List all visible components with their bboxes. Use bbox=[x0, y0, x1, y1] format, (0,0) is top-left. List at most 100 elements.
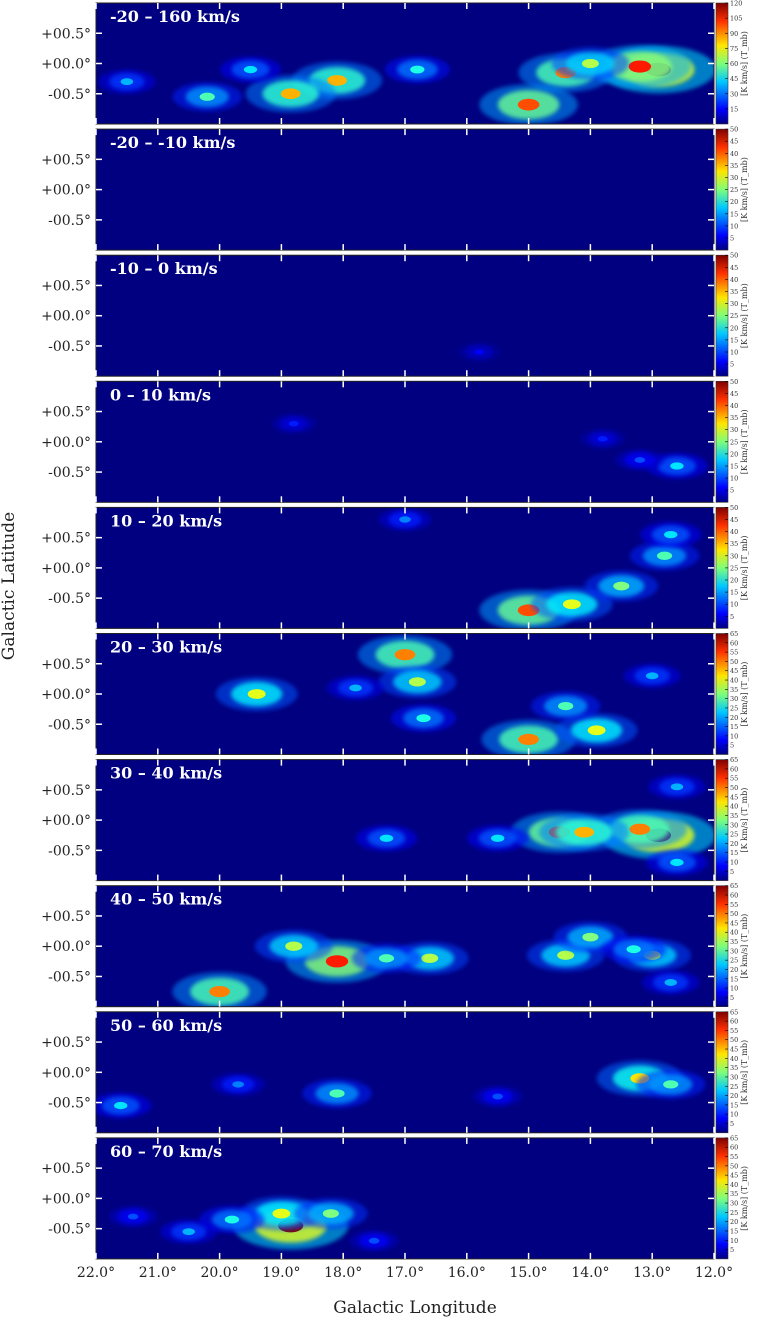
colorbar-tick-label: 40 bbox=[730, 402, 738, 410]
colorbar-tick-label: 40 bbox=[730, 803, 738, 811]
colorbar-label: [K km/s] (T_mb) bbox=[740, 283, 749, 348]
colorbar-tick-label: 50 bbox=[730, 910, 738, 918]
emission-peak bbox=[629, 823, 651, 835]
colorbar-tick-label: 55 bbox=[730, 1153, 738, 1161]
colorbar-tick-label: 45 bbox=[730, 1172, 738, 1180]
colorbar-label: [K km/s] (T_mb) bbox=[740, 157, 749, 222]
colorbar-tick-label: 60 bbox=[730, 1144, 738, 1152]
y-tick-label: -00.5° bbox=[48, 213, 91, 229]
velocity-range-label: 10 – 20 km/s bbox=[110, 511, 222, 530]
emission-peak bbox=[325, 955, 349, 968]
colorbar-gradient bbox=[715, 633, 729, 755]
colorbar-tick-label: 5 bbox=[730, 235, 734, 243]
colorbar-tick-label: 55 bbox=[730, 1027, 738, 1035]
emission-peak bbox=[663, 1080, 679, 1089]
y-tick-label: -00.5° bbox=[48, 969, 91, 985]
channel-panel: +00.5° +00.0° -00.5° -10 – 0 km/s 5 10 15 20 25 3… bbox=[41, 252, 749, 377]
emission-peak bbox=[408, 677, 426, 687]
y-tick-label: +00.0° bbox=[41, 939, 91, 955]
emission-peak bbox=[517, 98, 540, 111]
colorbar-tick-label: 15 bbox=[730, 723, 738, 731]
colorbar-label: [K km/s] (T_mb) bbox=[740, 662, 749, 727]
emission-peak bbox=[127, 1213, 139, 1220]
colorbar-tick-label: 50 bbox=[730, 1036, 738, 1044]
x-tick-label: 15.0° bbox=[510, 1265, 548, 1281]
colorbar-tick-label: 35 bbox=[730, 1064, 738, 1072]
emission-peak bbox=[656, 551, 673, 560]
colorbar-tick-label: 10 bbox=[730, 1111, 738, 1119]
x-tick-label: 12.0° bbox=[695, 1265, 733, 1281]
colorbar-tick-label: 15 bbox=[730, 589, 738, 597]
y-tick-label: +00.0° bbox=[41, 687, 91, 703]
colorbar-tick-label: 45 bbox=[730, 516, 738, 524]
emission-peak bbox=[288, 420, 299, 427]
velocity-range-label: 60 – 70 km/s bbox=[110, 1142, 222, 1161]
colorbar-tick-label: 30 bbox=[730, 552, 738, 560]
colorbar-tick-label: 20 bbox=[730, 966, 738, 974]
colorbar-tick-label: 5 bbox=[730, 994, 734, 1002]
colorbar-tick-label: 15 bbox=[730, 849, 738, 857]
colorbar-label: [K km/s] (T_mb) bbox=[740, 31, 749, 96]
colorbar-tick-label: 25 bbox=[730, 438, 738, 446]
emission-peak bbox=[597, 436, 608, 442]
emission-peak bbox=[322, 1209, 339, 1218]
velocity-range-label: 0 – 10 km/s bbox=[110, 385, 211, 404]
velocity-range-label: 30 – 40 km/s bbox=[110, 764, 222, 783]
velocity-range-label: 40 – 50 km/s bbox=[110, 890, 222, 909]
y-tick-label: +00.0° bbox=[41, 183, 91, 199]
y-tick-label: +00.0° bbox=[41, 57, 91, 73]
y-tick-label: -00.5° bbox=[48, 339, 91, 355]
colorbar-tick-label: 5 bbox=[730, 487, 734, 495]
colorbar-gradient bbox=[715, 759, 729, 881]
colorbar-tick-label: 25 bbox=[730, 312, 738, 320]
y-tick-label: +00.5° bbox=[41, 1035, 91, 1051]
colorbar-tick-label: 55 bbox=[730, 775, 738, 783]
map-background bbox=[96, 129, 714, 251]
colorbar-tick-label: 10 bbox=[730, 1237, 738, 1245]
colorbar-tick-label: 35 bbox=[730, 162, 738, 170]
colorbar-tick-label: 65 bbox=[730, 882, 738, 890]
emission-peak bbox=[562, 599, 581, 610]
colorbar-tick-label: 40 bbox=[730, 1181, 738, 1189]
colorbar-tick-label: 60 bbox=[730, 892, 738, 900]
colorbar-gradient bbox=[715, 885, 729, 1008]
channel-panel: +00.5° +00.0° -00.5° 10 – 20 km/s 5 10 15 20 25 3… bbox=[41, 504, 749, 629]
colorbar: 15 30 45 60 75 90 105 120 [K km/s] (T_mb) bbox=[715, 0, 749, 125]
x-tick-label: 21.0° bbox=[139, 1265, 177, 1281]
emission-peak bbox=[634, 456, 646, 463]
colorbar-tick-label: 25 bbox=[730, 186, 738, 194]
colorbar-tick-label: 15 bbox=[730, 975, 738, 983]
emission-peak bbox=[491, 834, 505, 842]
emission-peak bbox=[492, 1093, 504, 1100]
colorbar-gradient bbox=[715, 1011, 729, 1134]
colorbar-tick-label: 30 bbox=[730, 90, 738, 98]
colorbar-tick-label: 35 bbox=[730, 686, 738, 694]
colorbar-tick-label: 10 bbox=[730, 475, 738, 483]
colorbar-gradient bbox=[715, 1137, 729, 1260]
x-tick-label: 22.0° bbox=[77, 1265, 115, 1281]
colorbar-tick-label: 65 bbox=[730, 630, 738, 638]
colorbar-label: [K km/s] (T_mb) bbox=[740, 409, 749, 474]
colorbar-tick-label: 5 bbox=[730, 868, 734, 876]
colorbar-tick-label: 45 bbox=[730, 264, 738, 272]
y-tick-label: +00.5° bbox=[41, 909, 91, 925]
colorbar-tick-label: 45 bbox=[730, 667, 738, 675]
colorbar-tick-label: 35 bbox=[730, 812, 738, 820]
colorbar: 5 10 15 20 25 30 35 40 45 50 [K km/s] (T_mb) bbox=[715, 126, 749, 251]
colorbar-tick-label: 65 bbox=[730, 1134, 738, 1142]
x-tick-label: 14.0° bbox=[571, 1265, 609, 1281]
colorbar-tick-label: 90 bbox=[730, 30, 738, 38]
colorbar-tick-label: 15 bbox=[730, 105, 738, 113]
colorbar-tick-label: 35 bbox=[730, 288, 738, 296]
colorbar-tick-label: 20 bbox=[730, 577, 738, 585]
colorbar-tick-label: 10 bbox=[730, 985, 738, 993]
x-tick-label: 13.0° bbox=[633, 1265, 671, 1281]
colorbar-tick-label: 25 bbox=[730, 564, 738, 572]
colorbar-tick-label: 30 bbox=[730, 821, 738, 829]
colorbar-label: [K km/s] (T_mb) bbox=[740, 914, 749, 979]
colorbar-tick-label: 40 bbox=[730, 276, 738, 284]
